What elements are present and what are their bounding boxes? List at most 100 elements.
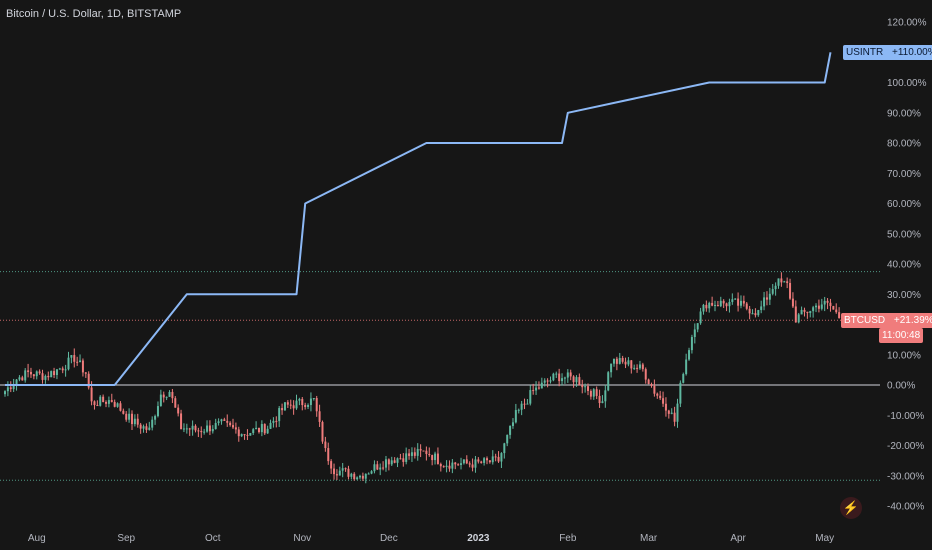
y-tick-label: 40.00% (887, 260, 921, 271)
candle-body (393, 460, 396, 463)
x-tick-label: May (815, 533, 834, 544)
candle-body (601, 401, 604, 404)
candle-body (829, 302, 832, 307)
candle-body (641, 364, 644, 370)
candle-body (589, 390, 592, 397)
x-tick-label: Nov (293, 533, 311, 544)
candle-body (662, 398, 665, 404)
candle-body (751, 313, 754, 315)
candle-body (281, 408, 284, 411)
candle-body (315, 398, 318, 412)
lightning-icon[interactable]: ⚡ (840, 497, 862, 519)
usintr-tag-value: +110.00% (892, 47, 932, 58)
candle-body (789, 282, 792, 299)
candle-body (350, 473, 353, 477)
candle-body (356, 477, 359, 480)
y-tick-label: -10.00% (887, 411, 924, 422)
candle-body (728, 301, 731, 307)
candle-body (520, 403, 523, 410)
y-tick-label: -30.00% (887, 471, 924, 482)
candle-body (298, 398, 301, 401)
candle-body (139, 424, 142, 429)
usintr-line (5, 52, 832, 386)
candle-body (289, 404, 292, 406)
candle-body (838, 312, 841, 319)
candle-body (399, 458, 402, 460)
candle-body (537, 387, 540, 389)
candle-body (402, 458, 405, 462)
candle-body (679, 382, 682, 404)
candle-body (627, 360, 630, 365)
candle-body (130, 413, 133, 425)
candle-body (21, 377, 24, 381)
candle-body (780, 278, 783, 283)
candle-body (540, 382, 543, 389)
candle-body (292, 405, 295, 409)
candle-body (673, 412, 676, 422)
btc-tag-value: +21.39% (893, 315, 932, 326)
candle-body (546, 380, 549, 382)
candle-body (511, 422, 514, 426)
candle-body (263, 424, 266, 434)
candle-body (208, 425, 211, 432)
candle-body (286, 402, 289, 405)
candle-body (278, 408, 281, 422)
candle-body (791, 298, 794, 307)
candle-body (240, 434, 243, 437)
candle-body (497, 456, 500, 462)
candle-body (682, 374, 685, 383)
candle-body (67, 357, 70, 370)
candle-body (644, 369, 647, 380)
candle-body (390, 460, 393, 465)
candle-body (214, 423, 217, 430)
candle-body (607, 372, 610, 391)
candle-body (809, 311, 812, 313)
candle-body (716, 304, 719, 307)
candle-body (598, 395, 601, 404)
candle-body (333, 468, 336, 475)
chart-title: Bitcoin / U.S. Dollar, 1D, BITSTAMP (6, 8, 182, 20)
candle-body (151, 419, 154, 428)
candle-body (832, 306, 835, 310)
candle-body (817, 305, 820, 309)
candle-body (653, 385, 656, 394)
candle-body (757, 310, 760, 316)
candle-body (177, 407, 180, 414)
candle-body (41, 373, 44, 380)
candle-body (650, 384, 653, 386)
candle-body (159, 394, 162, 407)
candle-body (612, 358, 615, 364)
candle-body (110, 400, 113, 402)
candle-body (327, 448, 330, 462)
candle-body (451, 462, 454, 469)
candle-body (610, 363, 613, 373)
candle-body (604, 390, 607, 402)
candle-body (122, 410, 125, 414)
candle-body (58, 368, 61, 370)
candle-body (301, 398, 304, 406)
btc-tag-name: BTCUSD (844, 315, 886, 326)
x-tick-label: Apr (730, 533, 746, 544)
y-axis: 120.00%110.00%100.00%90.00%80.00%70.00%6… (887, 18, 927, 513)
candle-body (255, 427, 258, 430)
candle-body (676, 403, 679, 422)
candle-body (384, 459, 387, 468)
candle-body (260, 424, 263, 433)
candle-body (500, 453, 503, 462)
candle-body (252, 429, 255, 434)
candle-body (304, 405, 307, 407)
candle-body (93, 401, 96, 406)
y-tick-label: -40.00% (887, 502, 924, 513)
btc-candles (4, 272, 843, 484)
candle-body (425, 450, 428, 455)
candle-body (344, 468, 347, 470)
candle-body (35, 371, 38, 377)
candle-body (295, 400, 298, 409)
candle-body (53, 371, 56, 376)
candle-body (29, 371, 32, 375)
candle-body (561, 378, 564, 382)
candle-body (182, 428, 185, 430)
candle-body (708, 302, 711, 309)
candle-body (44, 375, 47, 380)
